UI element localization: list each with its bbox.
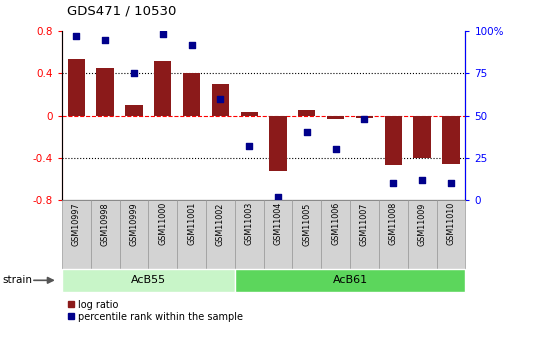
- Text: GSM11010: GSM11010: [447, 202, 456, 245]
- Text: GSM10998: GSM10998: [101, 202, 110, 246]
- Bar: [385, 116, 402, 165]
- Text: GSM11005: GSM11005: [302, 202, 312, 246]
- Point: [389, 180, 398, 186]
- Text: GSM10997: GSM10997: [72, 202, 81, 246]
- Text: GSM11004: GSM11004: [273, 202, 282, 245]
- Text: GSM11000: GSM11000: [158, 202, 167, 245]
- Point: [216, 96, 225, 101]
- Point: [331, 147, 340, 152]
- Text: AcB55: AcB55: [131, 275, 166, 285]
- Point: [274, 194, 282, 199]
- Point: [158, 32, 167, 37]
- Point: [101, 37, 109, 42]
- Bar: [327, 116, 344, 119]
- Text: GSM11003: GSM11003: [245, 202, 254, 245]
- Point: [447, 180, 455, 186]
- Point: [72, 33, 81, 39]
- Bar: [125, 105, 143, 116]
- Text: GSM11001: GSM11001: [187, 202, 196, 245]
- Text: GSM11002: GSM11002: [216, 202, 225, 246]
- Bar: [356, 116, 373, 118]
- Point: [187, 42, 196, 47]
- Bar: [183, 73, 200, 116]
- Point: [130, 71, 138, 76]
- Text: strain: strain: [3, 275, 33, 285]
- Text: GSM10999: GSM10999: [130, 202, 138, 246]
- Text: GSM11008: GSM11008: [389, 202, 398, 245]
- Bar: [240, 112, 258, 116]
- Point: [245, 143, 253, 149]
- Legend: log ratio, percentile rank within the sample: log ratio, percentile rank within the sa…: [67, 300, 243, 322]
- Bar: [154, 61, 172, 116]
- Point: [418, 177, 427, 183]
- Text: GSM11007: GSM11007: [360, 202, 369, 246]
- Bar: [414, 116, 431, 158]
- Text: AcB61: AcB61: [332, 275, 367, 285]
- Point: [360, 116, 369, 122]
- Text: GSM11006: GSM11006: [331, 202, 340, 245]
- Text: GDS471 / 10530: GDS471 / 10530: [67, 4, 176, 17]
- Bar: [212, 84, 229, 116]
- Bar: [270, 116, 287, 170]
- Bar: [298, 110, 315, 116]
- Bar: [96, 68, 114, 116]
- Bar: [68, 59, 85, 116]
- Point: [302, 130, 311, 135]
- Text: GSM11009: GSM11009: [417, 202, 427, 246]
- Bar: [442, 116, 459, 164]
